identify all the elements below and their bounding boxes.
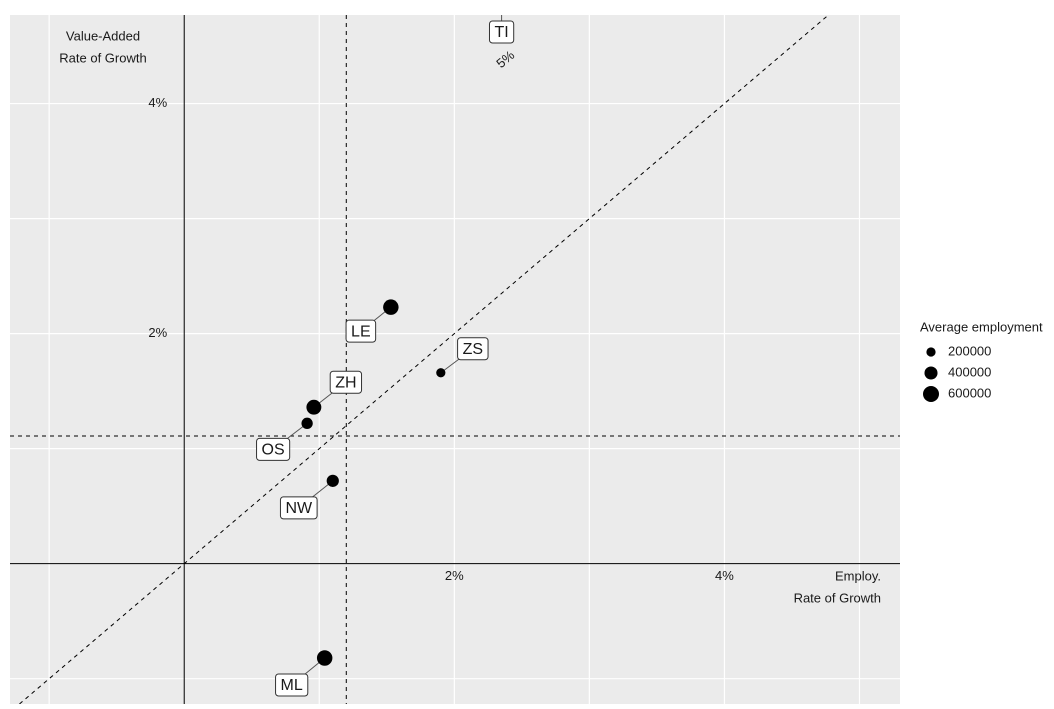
point (306, 399, 322, 415)
label-box (457, 337, 489, 361)
label-box (256, 437, 291, 461)
label-box (329, 370, 363, 394)
point-label: ZS (457, 337, 489, 361)
label-box (279, 496, 318, 520)
legend-label: 400000 (948, 364, 991, 379)
point-label: ML (275, 673, 309, 697)
x-axis-title: Rate of Growth (794, 590, 881, 605)
label-text: LE (351, 323, 371, 340)
diagonal-line (19, 15, 829, 704)
overlay: 2% 4% 2% 4% Value-Added Rate of Growth Employ.… (59, 20, 881, 697)
label-box (345, 319, 377, 343)
label-text: ML (281, 677, 303, 694)
grid (10, 15, 900, 704)
point-label: LE (345, 319, 377, 343)
label-text: NW (285, 500, 313, 517)
x-tick-label: 2% (445, 568, 464, 583)
panel (10, 15, 900, 704)
label-box (275, 673, 309, 697)
label-text: ZH (335, 374, 356, 391)
point (316, 650, 333, 666)
y-tick-label: 2% (148, 325, 167, 340)
legend-key (922, 385, 940, 403)
point-label: ZH (329, 370, 363, 394)
point (326, 474, 339, 487)
point (436, 368, 446, 378)
label-box (488, 20, 515, 44)
point-label: NW (279, 496, 318, 520)
label-text: TI (494, 24, 508, 41)
plot-area (10, 15, 900, 704)
y-tick-label: 4% (148, 95, 167, 110)
point-label: TI (488, 20, 515, 44)
legend-key (926, 347, 936, 357)
y-axis-title: Rate of Growth (59, 50, 146, 65)
point-label: OS (256, 437, 291, 461)
label-text: OS (262, 442, 285, 459)
legend-title: Average employment (920, 319, 1043, 334)
legend-label: 600000 (948, 385, 991, 400)
x-axis-title: Employ. (835, 568, 881, 583)
legend-key (924, 366, 938, 380)
label-text: ZS (463, 341, 483, 358)
point (301, 417, 313, 429)
legend-label: 200000 (948, 343, 991, 358)
y-axis-title: Value-Added (66, 28, 140, 43)
point (383, 299, 399, 315)
x-tick-label: 4% (715, 568, 734, 583)
